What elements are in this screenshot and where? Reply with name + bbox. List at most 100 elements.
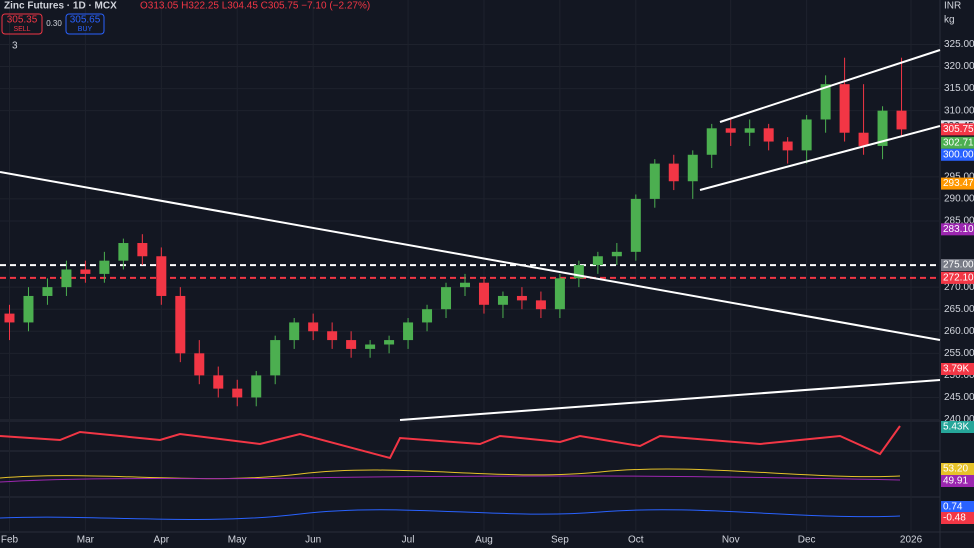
candle-body xyxy=(441,287,452,310)
price-badge-label: 5.43K xyxy=(943,422,969,433)
x-tick-label: May xyxy=(228,535,247,546)
candle-body xyxy=(744,128,755,133)
y-tick-label: 310.00 xyxy=(944,105,974,116)
candle-body xyxy=(896,110,907,130)
y-tick-label: 265.00 xyxy=(944,304,974,315)
candle-body xyxy=(706,128,717,155)
y-tick-label: 240.00 xyxy=(944,414,974,425)
ohlc: O313.05 H322.25 L304.45 C305.75 −7.10 (−… xyxy=(140,1,370,12)
candle-body xyxy=(725,128,736,133)
candle-body xyxy=(554,278,565,310)
price-badge xyxy=(941,177,974,190)
candle-body xyxy=(858,132,869,146)
macd-line xyxy=(0,509,901,520)
x-tick-label: Dec xyxy=(798,535,816,546)
buy-button[interactable] xyxy=(65,13,105,35)
candle-body xyxy=(384,340,395,345)
candle-body xyxy=(80,269,91,274)
y-tick-label: 325.00 xyxy=(944,39,974,50)
candle-body xyxy=(156,256,167,296)
symbol: Zinc Futures · 1D · MCX xyxy=(4,1,117,12)
candle-body xyxy=(763,128,774,142)
candle-body xyxy=(782,141,793,151)
price-badge xyxy=(941,271,974,284)
price-badge xyxy=(941,136,974,149)
y-tick-label: 320.00 xyxy=(944,61,974,72)
candle-body xyxy=(478,282,489,305)
y-tick-label: 295.00 xyxy=(944,171,974,182)
candle-body xyxy=(403,322,414,341)
x-tick-label: Aug xyxy=(475,535,493,546)
candle-body xyxy=(422,309,433,323)
x-tick-label: Jul xyxy=(402,535,415,546)
price-badge-label: 3.79K xyxy=(943,364,969,375)
price-badge-label: 305.75 xyxy=(943,124,974,135)
trend-line xyxy=(699,125,941,191)
candle-body xyxy=(99,260,110,274)
drawings xyxy=(0,49,941,421)
candle-body xyxy=(232,388,243,398)
price-badge xyxy=(941,421,974,433)
candle-body xyxy=(61,269,72,288)
candle-body xyxy=(592,256,603,266)
candle-body xyxy=(308,322,319,332)
x-tick-label: Oct xyxy=(628,535,644,546)
candle-body xyxy=(839,84,850,133)
candle-body xyxy=(4,313,15,323)
price-badge-label: 300.00 xyxy=(943,149,974,160)
x-tick-label: Feb xyxy=(1,535,19,546)
candle-body xyxy=(630,198,641,252)
y-tick-label: 270.00 xyxy=(944,282,974,293)
price-badge xyxy=(941,259,974,272)
x-tick-label: Nov xyxy=(722,535,740,546)
candle-body xyxy=(820,84,831,120)
y-tick-label: 285.00 xyxy=(944,216,974,227)
candle-body xyxy=(289,322,300,341)
buy-price: 305.65 xyxy=(70,15,101,26)
candle-body xyxy=(327,331,338,341)
x-tick-label: Jun xyxy=(305,535,321,546)
candle-body xyxy=(460,282,470,288)
price-badge xyxy=(941,501,974,513)
candle-body xyxy=(497,295,508,305)
rsi-signal xyxy=(0,475,901,483)
candle-body xyxy=(137,243,148,257)
candle-body xyxy=(346,340,357,349)
candle-body xyxy=(175,295,186,354)
candle-body xyxy=(23,295,34,323)
price-badge-label: -0.48 xyxy=(943,513,966,524)
candle-body xyxy=(687,154,698,182)
candle-body xyxy=(251,375,262,398)
candle-body xyxy=(535,300,546,310)
price-badge-label: 293.47 xyxy=(943,178,974,189)
y-tick-label: 255.00 xyxy=(944,348,974,359)
price-badge-label: 53.20 xyxy=(943,464,968,475)
sell-price: 305.35 xyxy=(7,15,38,26)
price-badge-label: 49.91 xyxy=(943,476,968,487)
price-badge-label: 272.10 xyxy=(943,273,974,284)
sell-button[interactable] xyxy=(1,13,43,35)
candle-body xyxy=(118,243,129,261)
sell-label: SELL xyxy=(13,26,30,33)
price-badge-label: 275.00 xyxy=(943,260,974,271)
indicator-count[interactable]: 3 xyxy=(12,41,18,52)
candle-body xyxy=(516,295,527,301)
price-badge xyxy=(941,512,974,524)
x-tick-label: Sep xyxy=(551,535,569,546)
x-tick-label: Mar xyxy=(77,535,95,546)
candle-body xyxy=(611,251,622,257)
rsi-line xyxy=(0,468,901,480)
y-tick-label: 315.00 xyxy=(944,83,974,94)
price-badge xyxy=(941,363,974,375)
obv-line xyxy=(0,425,901,460)
buy-label: BUY xyxy=(78,26,93,33)
candle-body xyxy=(365,344,376,349)
price-badge xyxy=(941,148,974,161)
price-badge-label: 302.71 xyxy=(943,137,974,148)
x-tick-label: Apr xyxy=(154,535,170,546)
spread: 0.30 xyxy=(46,19,62,28)
candle-body xyxy=(573,265,584,279)
